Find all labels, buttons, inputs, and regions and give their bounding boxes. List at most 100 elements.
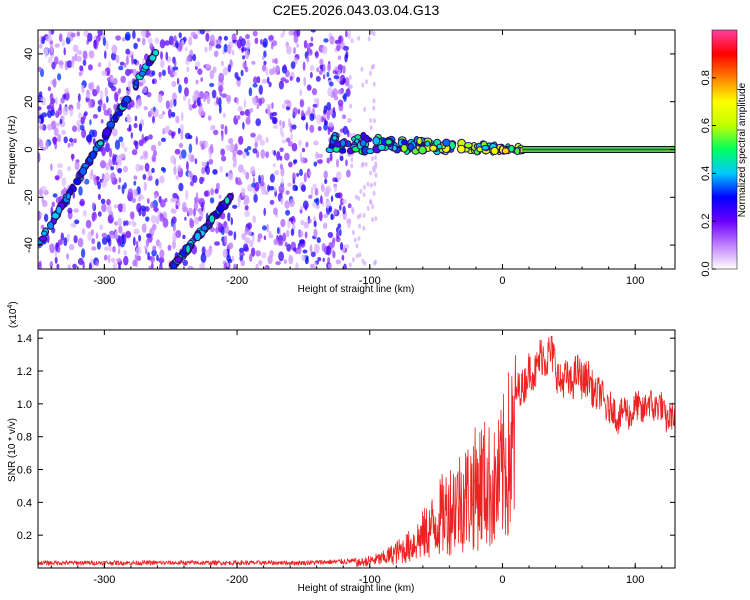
colorbar-tick-label: 0.4: [700, 166, 712, 181]
noise-speck: [175, 230, 182, 238]
noise-speck: [184, 216, 187, 221]
noise-speck: [103, 109, 110, 116]
noise-speck: [155, 178, 159, 186]
noise-speck: [143, 106, 148, 111]
feature-meteor-head-echo-streak: [38, 49, 160, 245]
noise-speck: [39, 43, 43, 49]
noise-speck: [79, 65, 84, 72]
noise-speck: [59, 59, 64, 69]
noise-speck: [71, 153, 74, 162]
noise-speck: [282, 30, 286, 36]
noise-speck: [275, 261, 281, 266]
noise-speck: [284, 200, 290, 209]
noise-speck: [183, 76, 189, 85]
noise-speck: [178, 142, 184, 149]
noise-speck: [187, 207, 194, 216]
y-ticks-bottom: 0.2 0.4 0.6 0.8 1.0 1.2 1.4: [17, 333, 675, 542]
noise-speck: [106, 96, 109, 103]
noise-speck: [231, 49, 235, 56]
noise-speck: [70, 223, 75, 228]
noise-speck: [342, 65, 346, 74]
noise-speck: [358, 252, 362, 258]
noise-speck: [61, 129, 66, 136]
noise-speck: [227, 230, 233, 236]
noise-speck: [135, 103, 139, 108]
noise-speck: [319, 64, 323, 70]
noise-speck: [236, 180, 243, 186]
noise-speck: [310, 30, 316, 33]
noise-speck: [188, 36, 193, 46]
noise-speck: [67, 142, 71, 148]
noise-speck: [339, 204, 342, 211]
noise-speck: [362, 192, 366, 198]
noise-speck: [134, 115, 138, 122]
noise-speck: [359, 188, 363, 194]
noise-speck: [81, 248, 86, 259]
y-tick-label: 1.2: [17, 366, 32, 378]
noise-speck: [236, 149, 243, 156]
noise-speck: [283, 64, 287, 71]
noise-speck: [121, 141, 125, 149]
echo-blob: [378, 144, 385, 150]
noise-speck: [332, 88, 338, 97]
noise-speck: [61, 39, 65, 47]
y-tick-label: 20: [23, 96, 35, 108]
noise-speck: [138, 164, 144, 171]
noise-speck: [281, 103, 286, 109]
noise-speck: [337, 223, 342, 229]
noise-speck: [124, 31, 131, 41]
noise-speck: [328, 122, 334, 128]
noise-speck: [172, 92, 177, 102]
noise-speck: [313, 220, 317, 228]
noise-speck: [327, 127, 331, 135]
noise-speck: [195, 91, 201, 96]
noise-speck: [136, 202, 142, 213]
noise-speck: [337, 192, 343, 199]
noise-speck: [147, 37, 153, 44]
noise-speck: [47, 109, 52, 119]
noise-speck: [337, 64, 343, 70]
noise-speck: [279, 155, 283, 161]
noise-speck: [306, 84, 312, 91]
noise-speck: [232, 204, 238, 209]
echo-blob: [98, 141, 103, 146]
noise-speck: [91, 246, 97, 251]
noise-speck: [299, 168, 303, 177]
noise-speck: [173, 35, 177, 42]
noise-speck: [300, 156, 306, 164]
noise-speck: [161, 69, 166, 77]
noise-speck: [309, 244, 313, 253]
noise-speck: [203, 190, 209, 197]
noise-speck: [310, 186, 314, 197]
noise-speck: [90, 229, 94, 236]
noise-speck: [157, 140, 162, 147]
noise-speck: [183, 95, 187, 101]
noise-speck: [170, 208, 175, 214]
noise-speck: [78, 112, 83, 120]
noise-speck: [314, 188, 319, 196]
noise-speck: [324, 120, 329, 126]
noise-speck: [177, 165, 182, 172]
echo-blob: [509, 145, 514, 152]
noise-speck: [159, 212, 163, 219]
noise-speck: [350, 38, 354, 44]
noise-speck: [210, 188, 214, 196]
noise-speck: [55, 96, 58, 105]
noise-speck: [317, 257, 322, 262]
noise-speck: [96, 36, 100, 46]
noise-speck: [286, 243, 292, 252]
noise-speck: [72, 263, 77, 269]
noise-speck: [178, 84, 182, 94]
y-axis-label-top: Frequency (Hz): [7, 116, 18, 185]
noise-speck: [133, 42, 138, 50]
noise-speck: [265, 136, 269, 144]
noise-speck: [50, 43, 54, 54]
noise-speck: [138, 123, 143, 132]
noise-speck: [175, 40, 179, 49]
echo-blob: [482, 145, 489, 150]
noise-speck: [159, 249, 165, 259]
noise-speck: [282, 232, 287, 242]
noise-speck: [88, 82, 92, 90]
noise-speck: [247, 184, 253, 192]
y-tick-label: 0.4: [17, 497, 32, 509]
